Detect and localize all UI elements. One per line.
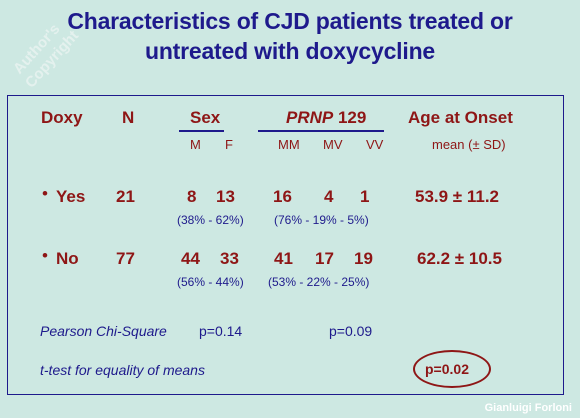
row-no-bullet: •	[42, 246, 48, 265]
subheader-f: F	[225, 137, 233, 152]
chi-square-prnp-p: p=0.09	[329, 323, 373, 339]
row-no-m: 44	[181, 249, 200, 268]
t-test-label: t-test for equality of means	[40, 362, 205, 378]
row-yes-m: 8	[187, 187, 197, 206]
subheader-mv: MV	[323, 137, 343, 152]
header-doxy: Doxy	[41, 108, 83, 127]
row-no-f: 33	[220, 249, 239, 268]
row-yes-n: 21	[116, 187, 135, 206]
row-yes-f: 13	[216, 187, 235, 206]
row-yes-label: Yes	[56, 187, 86, 206]
row-yes-bullet: •	[42, 184, 48, 203]
subheader-mm: MM	[278, 137, 300, 152]
author-credit: Gianluigi Forloni	[484, 402, 572, 414]
row-no-n: 77	[116, 249, 135, 268]
row-no-sex-percent: (56% - 44%)	[177, 275, 244, 289]
row-yes-vv: 1	[360, 187, 370, 206]
table-frame	[7, 95, 564, 395]
header-prnp-codon: 129	[337, 108, 367, 127]
row-no-vv: 19	[354, 249, 373, 268]
row-no-label: No	[56, 249, 79, 268]
row-yes-age: 53.9 ± 11.2	[415, 187, 500, 206]
header-prnp: PRNP 129	[286, 108, 366, 128]
subheader-vv: VV	[366, 137, 384, 152]
header-n: N	[122, 108, 135, 127]
row-no-mv: 17	[315, 249, 334, 268]
subheader-m: M	[190, 137, 201, 152]
row-no-age: 62.2 ± 10.5	[417, 249, 502, 268]
significance-highlight-oval	[413, 350, 491, 388]
row-yes-mm: 16	[273, 187, 292, 206]
header-age-at-onset: Age at Onset	[408, 108, 513, 127]
row-yes-sex-percent: (38% - 62%)	[177, 213, 244, 227]
header-sex: Sex	[190, 108, 221, 127]
prnp-underline	[258, 130, 384, 132]
row-yes-mv: 4	[324, 187, 334, 206]
slide-title-line1: Characteristics of CJD patients treated …	[67, 8, 513, 34]
subheader-age-mean-sd: mean (± SD)	[432, 137, 506, 152]
chi-square-sex-p: p=0.14	[199, 323, 243, 339]
header-prnp-gene: PRNP	[286, 108, 334, 127]
row-no-mm: 41	[274, 249, 293, 268]
slide-title-line2: untreated with doxycycline	[144, 38, 436, 64]
sex-underline	[179, 130, 224, 132]
row-yes-prnp-percent: (76% - 19% - 5%)	[274, 213, 369, 227]
pearson-chi-square-label: Pearson Chi-Square	[40, 323, 167, 339]
row-no-prnp-percent: (53% - 22% - 25%)	[268, 275, 370, 289]
t-test-p-value: p=0.02	[425, 361, 469, 377]
